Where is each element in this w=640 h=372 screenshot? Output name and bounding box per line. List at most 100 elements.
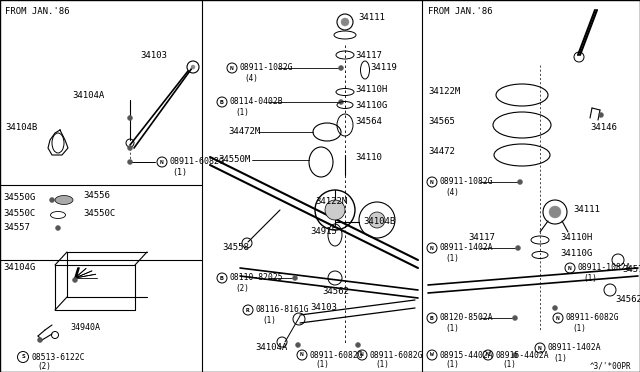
Text: 34940A: 34940A xyxy=(70,324,100,333)
Text: (1): (1) xyxy=(172,167,187,176)
Text: 08911-1402A: 08911-1402A xyxy=(548,343,602,353)
Text: N: N xyxy=(568,266,572,270)
Text: 08110-82025: 08110-82025 xyxy=(230,273,284,282)
Text: 08911-1082G: 08911-1082G xyxy=(440,177,493,186)
Text: 34122M: 34122M xyxy=(428,87,460,96)
Circle shape xyxy=(369,212,385,228)
Text: (4): (4) xyxy=(244,74,258,83)
Circle shape xyxy=(127,145,132,151)
Text: (1): (1) xyxy=(553,353,567,362)
Ellipse shape xyxy=(55,196,73,205)
Circle shape xyxy=(38,337,42,343)
Text: W: W xyxy=(430,353,434,357)
Text: (1): (1) xyxy=(502,359,516,369)
Text: 34550C: 34550C xyxy=(3,208,35,218)
Text: 08911-6082G: 08911-6082G xyxy=(370,350,424,359)
Circle shape xyxy=(72,278,77,282)
Text: 34117: 34117 xyxy=(355,51,382,60)
Text: 34550C: 34550C xyxy=(83,208,115,218)
Circle shape xyxy=(598,112,604,118)
Text: 34550M: 34550M xyxy=(218,155,250,164)
Text: 34122M: 34122M xyxy=(315,198,348,206)
Text: 34472M: 34472M xyxy=(228,128,260,137)
Text: 08120-8502A: 08120-8502A xyxy=(440,314,493,323)
Text: B: B xyxy=(220,276,224,280)
Text: 34104B: 34104B xyxy=(5,124,37,132)
Text: (2): (2) xyxy=(37,362,51,371)
Text: 34564: 34564 xyxy=(355,118,382,126)
Text: 34103: 34103 xyxy=(140,51,167,60)
Circle shape xyxy=(296,343,301,347)
Text: N: N xyxy=(538,346,542,350)
Text: (1): (1) xyxy=(445,359,459,369)
Text: (1): (1) xyxy=(445,324,459,333)
Text: 08911-6082G: 08911-6082G xyxy=(566,314,620,323)
Text: 34575: 34575 xyxy=(622,266,640,275)
Text: FROM JAN.'86: FROM JAN.'86 xyxy=(428,7,493,16)
Text: N: N xyxy=(160,160,164,164)
Text: 34110: 34110 xyxy=(355,154,382,163)
Text: 34110H: 34110H xyxy=(355,86,387,94)
Text: 08915-4402A: 08915-4402A xyxy=(440,350,493,359)
Text: 08116-8161G: 08116-8161G xyxy=(256,305,310,314)
Circle shape xyxy=(292,276,298,280)
Text: 08513-6122C: 08513-6122C xyxy=(32,353,86,362)
Text: 34146: 34146 xyxy=(590,124,617,132)
Text: N: N xyxy=(430,246,434,250)
Text: N: N xyxy=(230,65,234,71)
Circle shape xyxy=(56,225,61,231)
Circle shape xyxy=(339,99,344,105)
Text: 34119: 34119 xyxy=(370,64,397,73)
Text: (1): (1) xyxy=(375,360,389,369)
Text: 08911-6082G: 08911-6082G xyxy=(170,157,225,167)
Text: 34556: 34556 xyxy=(83,190,110,199)
Text: 34472: 34472 xyxy=(428,148,455,157)
Circle shape xyxy=(127,115,132,121)
Text: ^3/'*00PR: ^3/'*00PR xyxy=(590,362,632,371)
Text: (1): (1) xyxy=(572,324,586,333)
Text: R: R xyxy=(246,308,250,312)
Text: 34915: 34915 xyxy=(310,228,337,237)
Text: 34104G: 34104G xyxy=(3,263,35,273)
Text: (1): (1) xyxy=(235,108,249,116)
Text: 08911-1082A: 08911-1082A xyxy=(578,263,632,273)
Circle shape xyxy=(127,160,132,164)
Text: 34111: 34111 xyxy=(573,205,600,215)
Text: 08911-6082G: 08911-6082G xyxy=(310,350,364,359)
Text: (1): (1) xyxy=(445,253,459,263)
Text: 34103: 34103 xyxy=(310,304,337,312)
Text: S: S xyxy=(21,355,25,359)
Text: 34562: 34562 xyxy=(615,295,640,305)
Circle shape xyxy=(49,198,54,202)
Text: 08915-4402A: 08915-4402A xyxy=(496,350,550,359)
Text: N: N xyxy=(486,353,490,357)
Text: N: N xyxy=(556,315,560,321)
Text: 34110H: 34110H xyxy=(560,234,592,243)
Text: FROM JAN.'86: FROM JAN.'86 xyxy=(5,7,70,16)
Circle shape xyxy=(552,305,557,311)
Circle shape xyxy=(513,353,518,357)
Circle shape xyxy=(325,200,345,220)
Text: 34117: 34117 xyxy=(468,234,495,243)
Circle shape xyxy=(518,180,522,185)
Text: 34104B: 34104B xyxy=(363,218,396,227)
Text: 08911-1082G: 08911-1082G xyxy=(240,64,294,73)
Text: (1): (1) xyxy=(583,273,597,282)
Text: 34565: 34565 xyxy=(428,118,455,126)
Text: 08911-1402A: 08911-1402A xyxy=(440,244,493,253)
Text: (1): (1) xyxy=(262,315,276,324)
Text: 34110G: 34110G xyxy=(355,100,387,109)
Text: 08114-0402B: 08114-0402B xyxy=(230,97,284,106)
Text: 34110G: 34110G xyxy=(560,250,592,259)
Text: N: N xyxy=(430,180,434,185)
Circle shape xyxy=(339,65,344,71)
Text: 34558: 34558 xyxy=(222,244,249,253)
Circle shape xyxy=(191,65,195,69)
Text: N: N xyxy=(300,353,304,357)
Circle shape xyxy=(549,206,561,218)
Text: N: N xyxy=(360,353,364,357)
Text: 34104A: 34104A xyxy=(255,343,287,353)
Text: 34550G: 34550G xyxy=(3,193,35,202)
Text: 34557: 34557 xyxy=(3,224,30,232)
Circle shape xyxy=(355,343,360,347)
